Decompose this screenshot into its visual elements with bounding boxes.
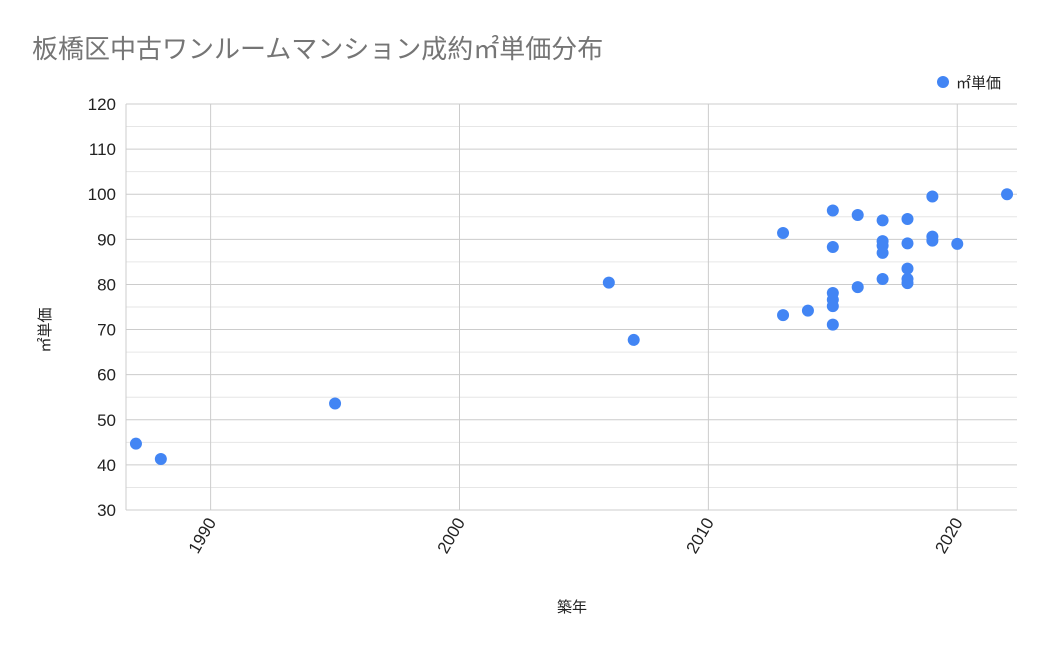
y-tick-label: 50: [97, 411, 116, 430]
data-point: [129, 437, 142, 450]
data-point: [951, 237, 964, 250]
y-tick-label: 120: [88, 95, 116, 114]
y-tick-label: 70: [97, 321, 116, 340]
data-point: [901, 213, 914, 226]
data-point: [901, 237, 914, 250]
y-tick-label: 30: [97, 501, 116, 520]
data-point: [876, 273, 889, 286]
y-tick-label: 80: [97, 275, 116, 294]
y-tick-label: 60: [97, 366, 116, 385]
legend: ㎡単価: [937, 75, 1001, 92]
data-point: [926, 234, 939, 247]
data-point: [876, 214, 889, 227]
data-point: [851, 208, 864, 221]
y-tick-label: 90: [97, 230, 116, 249]
x-axis-ticks: 1990 2000 2010 2020: [185, 515, 967, 557]
data-point: [826, 204, 839, 217]
legend-label: ㎡単価: [956, 75, 1001, 92]
y-tick-label: 110: [89, 140, 116, 159]
grid: [125, 103, 1017, 511]
data-point: [329, 397, 342, 410]
x-axis-label: 築年: [557, 598, 587, 616]
x-tick-label: 2020: [931, 515, 966, 557]
data-point: [901, 277, 914, 290]
chart-title: 板橋区中古ワンルームマンション成約㎡単価分布: [32, 34, 603, 64]
data-point: [1001, 188, 1014, 201]
legend-marker: [937, 76, 949, 88]
data-point: [777, 227, 790, 240]
data-point: [602, 276, 615, 289]
y-tick-label: 40: [97, 456, 116, 475]
data-points: [129, 188, 1014, 466]
data-point: [876, 246, 889, 259]
data-point: [926, 190, 939, 203]
y-axis-label: ㎡単価: [37, 307, 54, 352]
x-tick-label: 2000: [434, 515, 469, 557]
y-tick-label: 100: [88, 185, 116, 204]
data-point: [777, 309, 790, 322]
x-tick-label: 1990: [185, 515, 220, 557]
data-point: [826, 300, 839, 313]
data-point: [826, 241, 839, 254]
data-point: [826, 318, 839, 331]
data-point: [901, 262, 914, 275]
x-tick-label: 2010: [682, 515, 717, 557]
data-point: [851, 281, 864, 294]
y-axis-ticks: 30 40 50 60 70 80 90 100 110 120: [88, 95, 116, 520]
data-point: [154, 453, 167, 466]
data-point: [627, 333, 640, 346]
data-point: [801, 304, 814, 317]
